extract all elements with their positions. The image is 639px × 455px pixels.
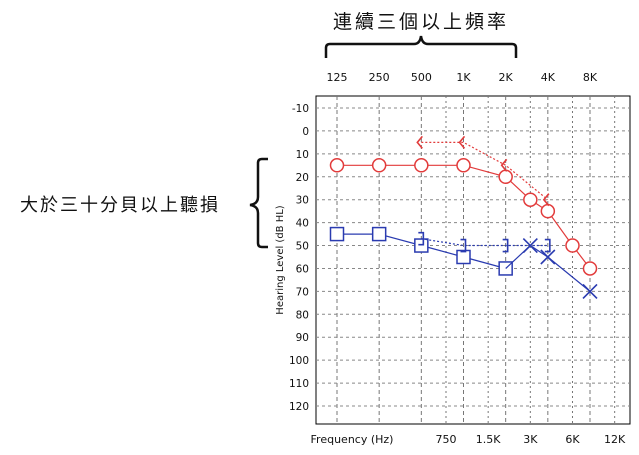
data-point-x bbox=[582, 283, 598, 299]
data-point-bone-bracket bbox=[544, 238, 551, 253]
y-tick-label: 50 bbox=[296, 241, 309, 253]
series-left_ac_x bbox=[505, 237, 598, 299]
data-point-circle bbox=[329, 158, 345, 173]
y-tick-label: 10 bbox=[296, 149, 309, 161]
grid bbox=[316, 96, 630, 424]
data-point-bone-bracket bbox=[418, 231, 425, 246]
y-tick-label: 120 bbox=[289, 401, 309, 413]
data-point-circle bbox=[540, 203, 556, 219]
bottom-tick-label: 12K bbox=[604, 433, 626, 446]
bottom-frequency-ticks: 750 1.5K 3K 6K 12K bbox=[435, 433, 626, 446]
data-point-bone-bracket bbox=[416, 135, 423, 149]
top-tick-label: 125 bbox=[327, 71, 348, 84]
top-tick-label: 8K bbox=[583, 71, 598, 84]
y-tick-label: 100 bbox=[289, 355, 309, 367]
bottom-tick-label: 3K bbox=[523, 433, 538, 446]
top-tick-label: 2K bbox=[499, 71, 514, 84]
top-tick-label: 250 bbox=[369, 71, 390, 84]
series-right_bc bbox=[416, 135, 550, 207]
left-brace bbox=[249, 157, 268, 249]
data-point-bone-bracket bbox=[542, 193, 550, 207]
bottom-tick-label: 1.5K bbox=[476, 433, 501, 446]
y-tick-label: 0 bbox=[302, 126, 309, 138]
data-point-square bbox=[371, 226, 387, 242]
y-tick-label: 40 bbox=[296, 218, 309, 230]
y-tick-label: 30 bbox=[296, 195, 309, 207]
data-point-circle bbox=[523, 192, 538, 207]
data-point-square bbox=[329, 226, 345, 242]
data-point-bone-bracket bbox=[502, 238, 509, 253]
data-point-bone-bracket bbox=[500, 158, 508, 172]
series-line bbox=[421, 238, 548, 247]
series-right_ac bbox=[329, 158, 598, 276]
data-point-circle bbox=[414, 158, 429, 173]
y-tick-label: 60 bbox=[296, 263, 309, 275]
bottom-tick-label: 750 bbox=[435, 433, 456, 446]
y-axis-ticks: -10 0 10 20 30 40 50 60 70 80 90 100 110 120 bbox=[289, 103, 309, 413]
data-point-circle bbox=[371, 158, 387, 173]
x-axis-label: Frequency (Hz) bbox=[311, 433, 394, 446]
y-axis-label: Hearing Level (dB HL) bbox=[275, 205, 286, 315]
y-tick-label: 90 bbox=[296, 332, 309, 344]
data-point-x bbox=[540, 249, 556, 265]
data-point-circle bbox=[582, 261, 598, 276]
data-point-square bbox=[456, 249, 471, 265]
data-point-bone-bracket bbox=[460, 238, 467, 253]
series-line bbox=[421, 141, 549, 201]
series-line bbox=[505, 244, 591, 292]
top-frequency-ticks: 125 250 500 1K 2K 4K 8K bbox=[327, 71, 598, 84]
data-point-circle bbox=[456, 158, 471, 173]
series-left_ac bbox=[329, 226, 513, 276]
top-brace bbox=[324, 35, 518, 58]
data-point-circle bbox=[498, 169, 513, 185]
plot-frame bbox=[315, 95, 631, 425]
bottom-tick-label: 6K bbox=[565, 433, 580, 446]
series-layer bbox=[329, 135, 598, 299]
y-tick-label: 20 bbox=[296, 172, 309, 184]
y-tick-label: -10 bbox=[292, 103, 309, 115]
top-tick-label: 1K bbox=[456, 71, 471, 84]
data-point-circle bbox=[565, 238, 580, 253]
data-point-bone-bracket bbox=[458, 135, 466, 149]
y-tick-label: 80 bbox=[296, 309, 309, 321]
top-tick-label: 4K bbox=[541, 71, 556, 84]
top-tick-label: 500 bbox=[411, 71, 432, 84]
y-tick-label: 70 bbox=[296, 286, 309, 298]
left-annotation-label: 大於三十分貝以上聽損 bbox=[20, 195, 220, 216]
data-point-square bbox=[414, 238, 429, 253]
series-left_bc bbox=[418, 231, 551, 253]
top-annotation-label: 連續三個以上頻率 bbox=[333, 11, 509, 33]
y-tick-label: 110 bbox=[289, 378, 309, 390]
